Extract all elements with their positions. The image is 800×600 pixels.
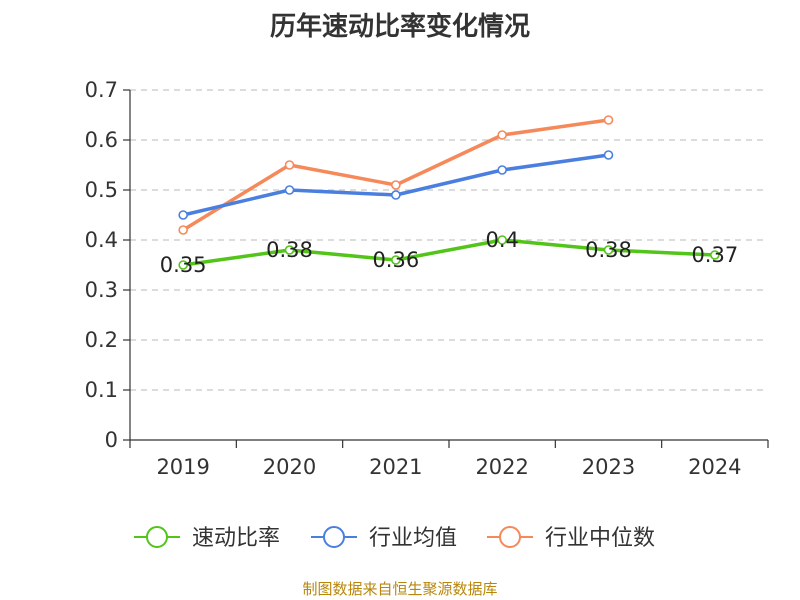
y-tick-label: 0.4: [85, 228, 118, 252]
chart-title: 历年速动比率变化情况: [269, 12, 530, 42]
x-tick-label: 2024: [688, 455, 741, 479]
data-point: [603, 115, 614, 125]
data-point: [178, 260, 188, 270]
x-tick-label: 2023: [582, 455, 635, 479]
legend-label: 速动比率: [192, 526, 280, 551]
legend-label: 行业中位数: [545, 526, 655, 551]
y-tick-label: 0.6: [85, 128, 118, 152]
x-tick-label: 2022: [475, 455, 528, 479]
legend-marker: [146, 526, 168, 548]
data-point: [391, 255, 401, 265]
grid-lines: [130, 89, 768, 391]
legend-label: 行业均值: [369, 526, 457, 551]
legend-marker: [499, 526, 521, 548]
data-point: [497, 130, 507, 140]
y-tick-label: 0.5: [85, 178, 118, 202]
legend-marker: [323, 526, 345, 548]
series-line-2: [182, 118, 609, 232]
x-tick-label: 2021: [369, 455, 422, 479]
y-tick-label: 0.2: [85, 328, 118, 352]
y-tick-label: 0.1: [85, 378, 118, 402]
data-point: [391, 190, 401, 200]
legend-item: 行业均值: [311, 526, 457, 551]
y-tick-label: 0: [105, 428, 118, 452]
y-tick-label: 0.7: [85, 78, 118, 102]
data-label: 0.37: [691, 243, 738, 267]
data-point: [710, 250, 720, 260]
data-point: [603, 150, 614, 160]
y-tick-label: 0.3: [85, 278, 118, 302]
data-label: 0.35: [160, 253, 207, 277]
axes: 0 0.1 0.2 0.3 0.4 0.5 0.6 0.7 2019 2020 2021 2022 20…: [85, 78, 769, 479]
data-label: 0.36: [372, 248, 419, 272]
data-label: 0.4: [485, 228, 518, 252]
series-lines: [178, 115, 720, 270]
data-point: [391, 180, 401, 190]
legend: 速动比率 行业均值 行业中位数: [134, 526, 655, 551]
data-label: 0.38: [266, 238, 313, 262]
data-point: [284, 245, 295, 255]
data-point: [497, 165, 507, 175]
x-tick-label: 2020: [263, 455, 316, 479]
legend-item: 速动比率: [134, 526, 280, 551]
data-point: [603, 245, 614, 255]
legend-item: 行业中位数: [487, 526, 655, 551]
data-label: 0.38: [585, 238, 632, 262]
source-note: 制图数据来自恒生聚源数据库: [302, 580, 498, 598]
data-point: [178, 225, 188, 235]
x-tick-label: 2019: [156, 455, 209, 479]
series-line-0: [182, 238, 715, 267]
data-point: [497, 235, 507, 245]
data-point: [178, 210, 188, 220]
data-labels: 0.35 0.38 0.36 0.4 0.38 0.37: [160, 228, 738, 277]
data-point: [284, 160, 295, 170]
data-point: [284, 185, 295, 195]
